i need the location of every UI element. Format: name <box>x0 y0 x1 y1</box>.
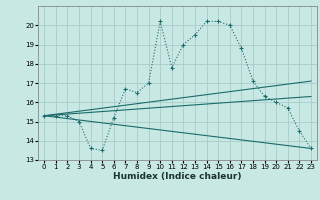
X-axis label: Humidex (Indice chaleur): Humidex (Indice chaleur) <box>113 172 242 181</box>
